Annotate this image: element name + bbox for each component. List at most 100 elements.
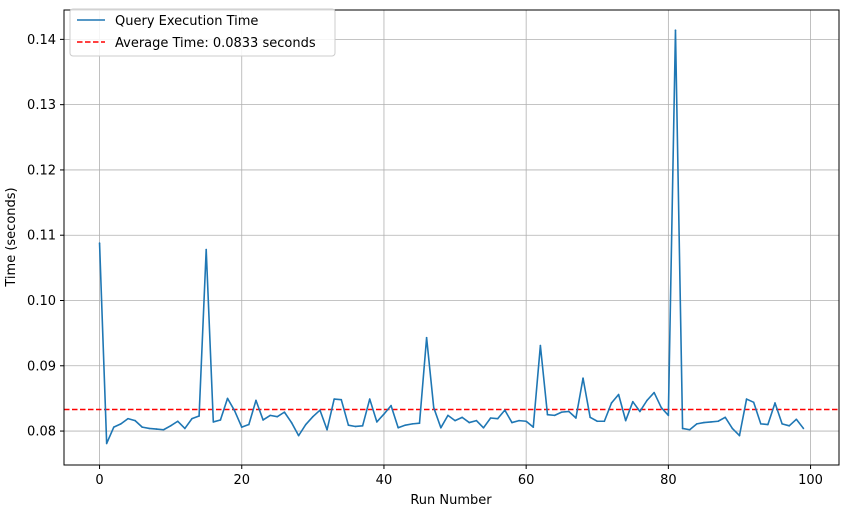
data-point [411,423,414,425]
data-point [112,426,115,428]
data-point [290,421,293,424]
data-point [297,434,300,437]
data-point [518,419,520,422]
data-point [447,414,449,417]
data-point [233,410,236,412]
data-point [624,419,627,422]
data-point [560,411,563,413]
data-point [759,423,762,425]
y-tick-label: 0.14 [27,33,56,48]
grid-lines [64,10,839,465]
data-point [504,409,506,411]
x-tick-label: 80 [660,473,677,488]
data-point [589,416,591,419]
data-point [774,402,776,404]
data-point [767,423,769,426]
y-axis-label: Time (seconds) [4,187,19,287]
data-point [568,410,570,413]
data-point [511,421,513,424]
data-point [404,424,407,426]
x-tick-label: 100 [798,473,823,488]
data-point [105,442,108,445]
data-point [553,414,556,417]
data-point [127,417,129,420]
data-point [610,402,613,404]
series-layer [98,29,805,445]
y-tick-label: 0.09 [27,359,56,374]
data-point [283,411,286,413]
data-point [546,413,549,416]
data-point [603,420,606,423]
data-point [304,423,307,426]
data-point [262,419,264,421]
data-point [191,417,193,420]
data-point [226,397,229,400]
legend: Query Execution Time Average Time: 0.083… [69,8,336,57]
data-point [326,428,328,431]
legend-box [69,8,336,57]
x-axis-ticks: 0 20 40 60 80 100 [95,465,823,488]
data-point [361,425,364,427]
data-point [120,423,122,425]
data-point [695,423,698,425]
data-point [98,242,101,244]
data-point [148,427,151,430]
data-point [752,401,755,404]
data-point [390,404,392,407]
plot-frame [63,9,840,466]
data-point [653,391,655,394]
data-point [354,425,357,428]
data-point [376,421,378,423]
data-point [248,423,250,426]
data-point [596,420,599,423]
data-point [340,398,343,401]
y-axis-ticks: 0.08 0.09 0.10 0.11 0.12 0.13 0.14 [27,33,64,440]
series-line [98,29,805,445]
data-point [731,427,734,430]
x-axis-label: Run Number [410,493,492,508]
data-point [639,410,641,413]
data-point [802,427,805,430]
data-point [141,426,144,428]
data-point [788,425,791,427]
data-point [660,406,663,409]
data-point [489,417,492,419]
data-point [397,426,399,429]
data-point [482,426,485,429]
data-point [368,398,371,400]
data-point [432,406,435,409]
data-point [646,399,648,402]
data-point [205,248,208,251]
data-point [738,434,741,437]
data-point [703,421,705,424]
y-tick-label: 0.08 [27,425,56,440]
data-point [795,418,798,421]
data-point [169,425,172,427]
data-point [461,416,463,419]
data-point [312,415,314,418]
data-point [162,428,165,431]
data-point [269,414,271,417]
legend-average-label: Average Time: 0.0833 seconds [115,36,316,51]
data-point [575,417,577,419]
data-point [276,415,279,418]
data-point [745,398,748,400]
data-point [781,423,783,425]
data-point [176,420,179,423]
legend-series-label: Query Execution Time [115,14,258,29]
y-tick-label: 0.12 [27,163,56,178]
data-point [383,413,385,415]
data-point [667,414,670,417]
data-point [319,409,321,411]
data-point [632,400,634,403]
data-point [418,422,421,425]
data-point [219,419,222,421]
data-point [240,426,243,428]
data-point [582,377,584,379]
data-point [532,426,535,428]
data-point [198,415,200,417]
data-point [333,398,335,400]
data-point [724,416,727,419]
data-point [674,29,677,32]
